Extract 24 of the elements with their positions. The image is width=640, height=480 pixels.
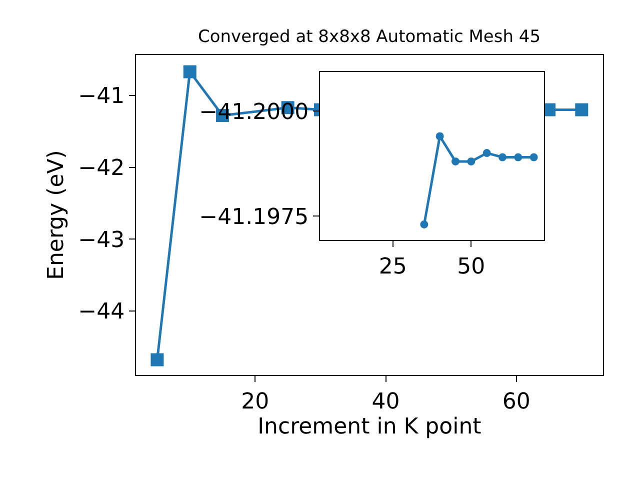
x-tick-label: 60 [502,389,530,414]
y-tick-label: −43 [78,228,125,253]
y-axis-title: Energy (eV) [44,150,69,280]
x-tick-label: 20 [241,389,270,414]
x-tick-label: 50 [457,254,486,280]
x-tick-label: 40 [372,389,400,414]
point [498,153,506,162]
y-tick-label: −41 [78,84,125,110]
y-tick-label: −41.1975 [199,204,309,230]
point [150,353,164,366]
y-tick-label: −42 [78,156,125,181]
point [514,153,522,162]
point [482,149,491,158]
y-tick-label: −44 [78,300,125,325]
x-axis-title: Increment in K point [258,414,482,440]
point [436,132,444,140]
point [452,157,460,166]
point [575,103,588,116]
x-tick-label: 25 [378,254,407,280]
point [530,153,538,162]
point [467,157,476,166]
point [420,220,428,228]
chart-title: Converged at 8x8x8 Automatic Mesh 45 [198,27,541,47]
point [183,65,196,78]
